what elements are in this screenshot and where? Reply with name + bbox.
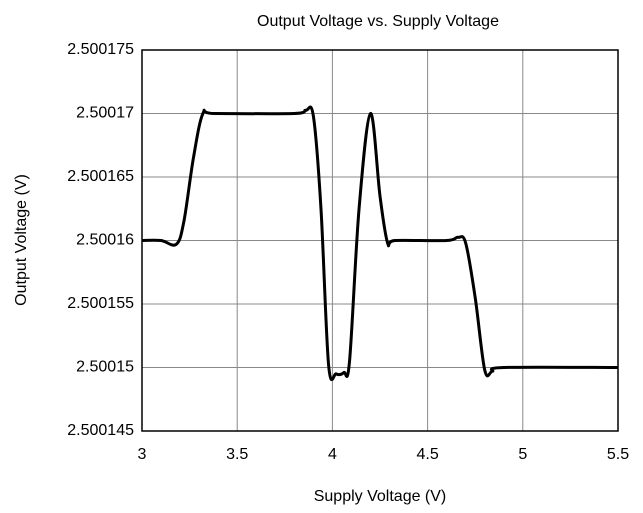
x-tick-label: 5 [518,446,527,463]
y-axis-label: Output Voltage (V) [13,174,30,306]
y-tick-label: 2.500145 [67,422,134,439]
x-tick-label: 4.5 [416,446,438,463]
y-tick-label: 2.500165 [67,168,134,185]
x-tick-label: 4 [328,446,337,463]
x-axis-label: Supply Voltage (V) [314,488,447,505]
y-tick-label: 2.500155 [67,295,134,312]
y-tick-label: 2.50017 [76,105,134,122]
chart-title: Output Voltage vs. Supply Voltage [257,13,499,30]
x-tick-label: 3.5 [226,446,248,463]
y-tick-label: 2.500175 [67,41,134,58]
data-line [141,105,619,382]
y-tick-label: 2.50015 [76,359,134,376]
x-tick-label: 5.5 [607,446,629,463]
y-tick-label: 2.50016 [76,232,134,249]
x-tick-label: 3 [138,446,147,463]
